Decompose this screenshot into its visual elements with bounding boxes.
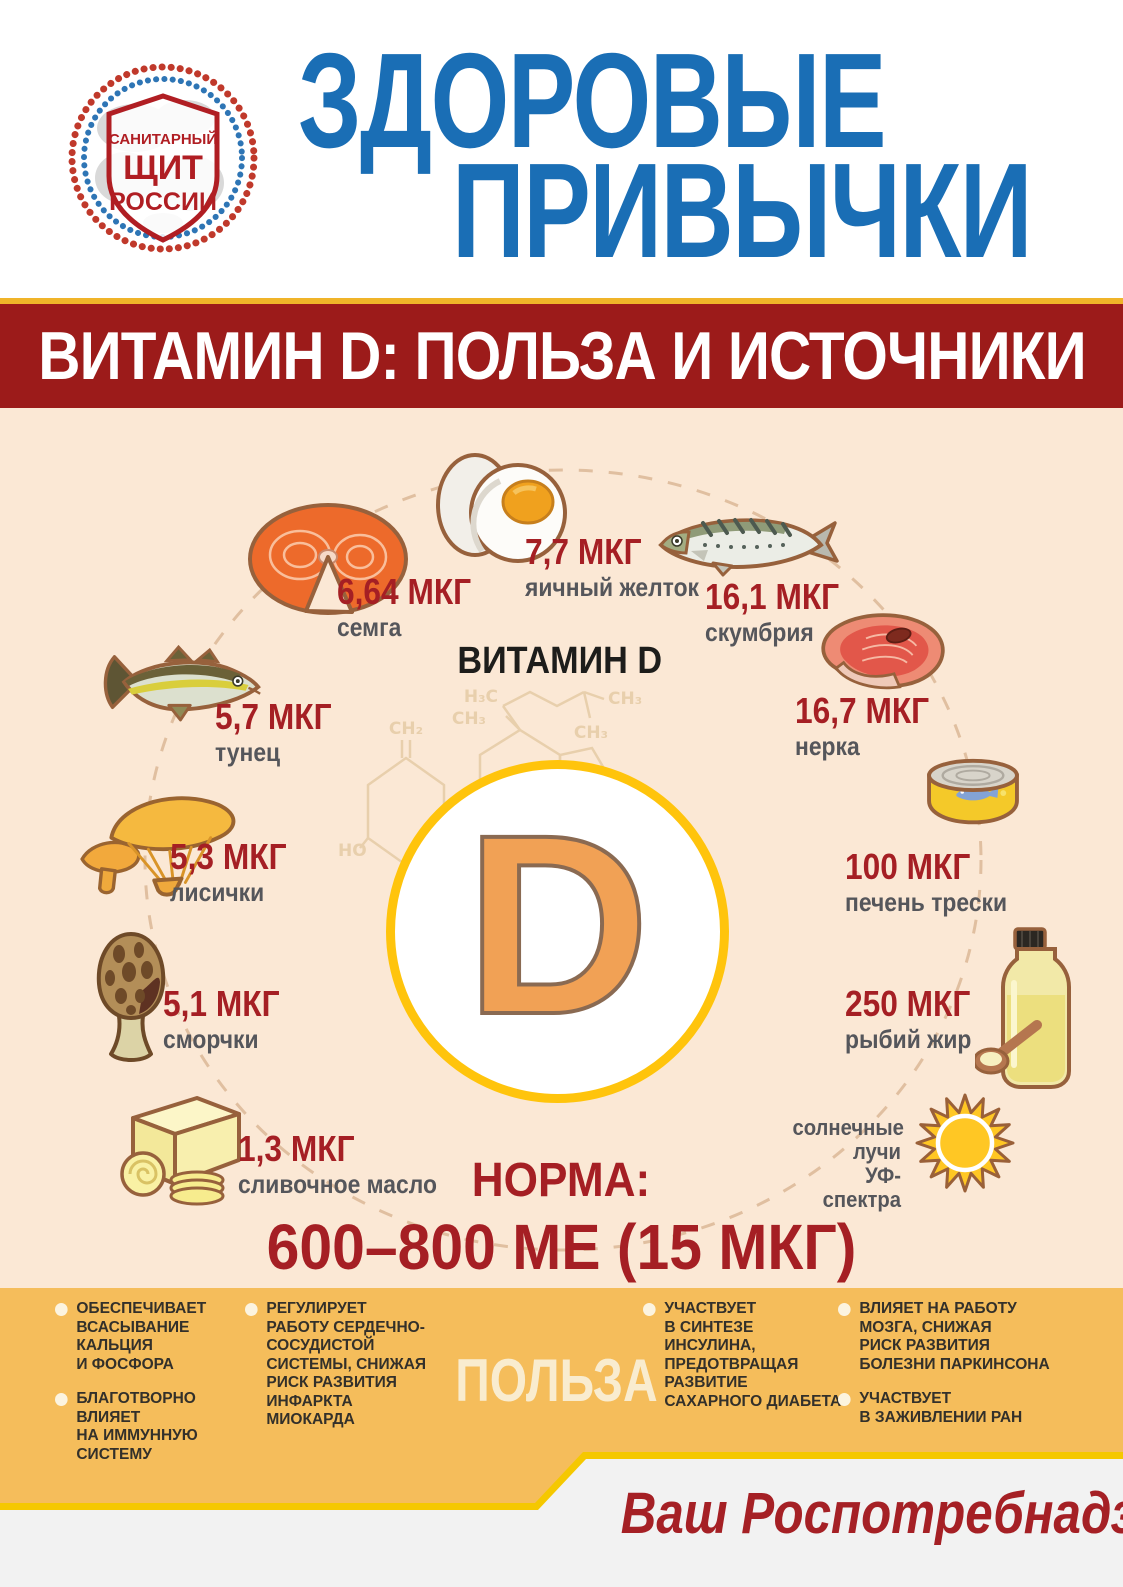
benefit-item: УЧАСТВУЕТ В ЗАЖИВЛЕНИИ РАН [838, 1390, 1056, 1427]
logo-text-line3: РОССИИ [109, 188, 217, 216]
egg-yolk-icon [436, 453, 567, 563]
tuna-icon [103, 645, 261, 722]
benefit-item: ВЛИЯЕТ НА РАБОТУ МОЗГА, СНИЖАЯ РИСК РАЗВ… [838, 1300, 1056, 1374]
source-name: нерка [795, 730, 860, 761]
benefits-column-3: УЧАСТВУЕТ В СИНТЕЗЕ ИНСУЛИНА, ПРЕДОТВРАЩ… [643, 1300, 853, 1411]
source-value: 7,7 МКГ [525, 531, 642, 572]
benefit-item: БЛАГОТВОРНО ВЛИЯЕТ НА ИММУННУЮ СИСТЕМУ [55, 1390, 249, 1464]
source-value: 16,1 МКГ [705, 576, 840, 617]
source-name: рыбий жир [845, 1023, 972, 1054]
sources-diagram: ВИТАМИН D H₃C CH₃ [0, 408, 1123, 1288]
source-name: яичный желток [525, 571, 699, 602]
benefit-item: ОБЕСПЕЧИВАЕТ ВСАСЫВАНИЕ КАЛЬЦИЯ И ФОСФОР… [55, 1300, 249, 1374]
fish-oil-bottle-icon [975, 927, 1071, 1089]
mackerel-icon [658, 518, 839, 577]
poster-title-line1: ЗДОРОВЫЕ [298, 25, 887, 176]
chem-label-h3c: H₃C [464, 687, 498, 707]
sunlight-label: солнечные лучи УФ-спектра [792, 1115, 904, 1212]
banner-title: ВИТАМИН D: ПОЛЬЗА И ИСТОЧНИКИ [37, 318, 1086, 394]
chem-label-ch3-lower: CH₃ [574, 723, 608, 743]
rospotrebnadzor-signature: Ваш Роспотребнадзор [620, 1481, 1123, 1546]
logo-text-line2: ЩИТ [123, 149, 203, 187]
source-name: сморчки [163, 1023, 259, 1054]
sanitary-shield-logo-icon: САНИТАРНЫЙ ЩИТ РОССИИ [68, 63, 258, 253]
daily-norm: НОРМА: 600–800 МЕ (15 МКГ) [0, 1153, 1123, 1284]
vitamin-d-badge: D [386, 760, 729, 1103]
header: САНИТАРНЫЙ ЩИТ РОССИИ ЗДОРОВЫЕ ПРИВЫЧКИ [0, 0, 1123, 298]
benefits-column-2: РЕГУЛИРУЕТ РАБОТУ СЕРДЕЧНО- СОСУДИСТОЙ С… [245, 1300, 455, 1430]
chem-label-ch2: CH₂ [389, 719, 423, 739]
canned-cod-liver-icon [927, 758, 1019, 825]
vitamin-d-heading: ВИТАМИН D [457, 640, 663, 682]
source-value: 1,3 МКГ [238, 1128, 355, 1169]
source-value: 5,1 МКГ [163, 983, 280, 1024]
benefits-heading: ПОЛЬЗА [455, 1347, 658, 1414]
benefit-item: УЧАСТВУЕТ В СИНТЕЗЕ ИНСУЛИНА, ПРЕДОТВРАЩ… [643, 1300, 847, 1411]
benefits-column-4: ВЛИЯЕТ НА РАБОТУ МОЗГА, СНИЖАЯ РИСК РАЗВ… [838, 1300, 1063, 1427]
norm-value: 600–800 МЕ (15 МКГ) [266, 1211, 857, 1283]
morel-icon [96, 931, 166, 1062]
chem-label-ch3-right: CH₃ [608, 689, 642, 709]
chem-label-ch3-junction: CH₃ [452, 709, 486, 729]
logo-text-line1: САНИТАРНЫЙ [109, 130, 217, 148]
chem-label-ho: HO [338, 841, 367, 861]
source-name: тунец [215, 736, 281, 767]
butter-icon [120, 1096, 241, 1206]
source-name: сливочное масло [238, 1168, 437, 1199]
sockeye-steak-icon [821, 613, 945, 690]
benefits-and-footer: ОБЕСПЕЧИВАЕТ ВСАСЫВАНИЕ КАЛЬЦИЯ И ФОСФОР… [0, 1288, 1123, 1587]
source-value: 5,3 МКГ [170, 836, 287, 877]
salmon-steak-icon [248, 503, 408, 615]
chanterelle-icon [80, 796, 236, 897]
sun-icon [915, 1093, 1015, 1193]
dashed-circle [143, 468, 983, 1252]
benefits-band-shape [0, 1288, 1123, 1510]
benefits-column-1: ОБЕСПЕЧИВАЕТ ВСАСЫВАНИЕ КАЛЬЦИЯ И ФОСФОР… [55, 1300, 255, 1464]
source-name: скумбрия [705, 616, 814, 647]
source-value: 16,7 МКГ [795, 690, 930, 731]
source-name: лисички [170, 876, 265, 907]
section-banner: ВИТАМИН D: ПОЛЬЗА И ИСТОЧНИКИ [0, 298, 1123, 408]
source-name: семга [337, 611, 402, 642]
source-value: 6,64 МКГ [337, 571, 472, 612]
vitamin-d-letter: D [463, 781, 652, 1068]
poster-title-line2: ПРИВЫЧКИ [452, 135, 1033, 286]
benefit-item: РЕГУЛИРУЕТ РАБОТУ СЕРДЕЧНО- СОСУДИСТОЙ С… [245, 1300, 449, 1430]
source-value: 100 МКГ [845, 846, 971, 887]
source-value: 5,7 МКГ [215, 696, 332, 737]
source-value: 250 МКГ [845, 983, 971, 1024]
source-name: печень трески [845, 886, 1008, 917]
norm-label: НОРМА: [472, 1154, 651, 1207]
